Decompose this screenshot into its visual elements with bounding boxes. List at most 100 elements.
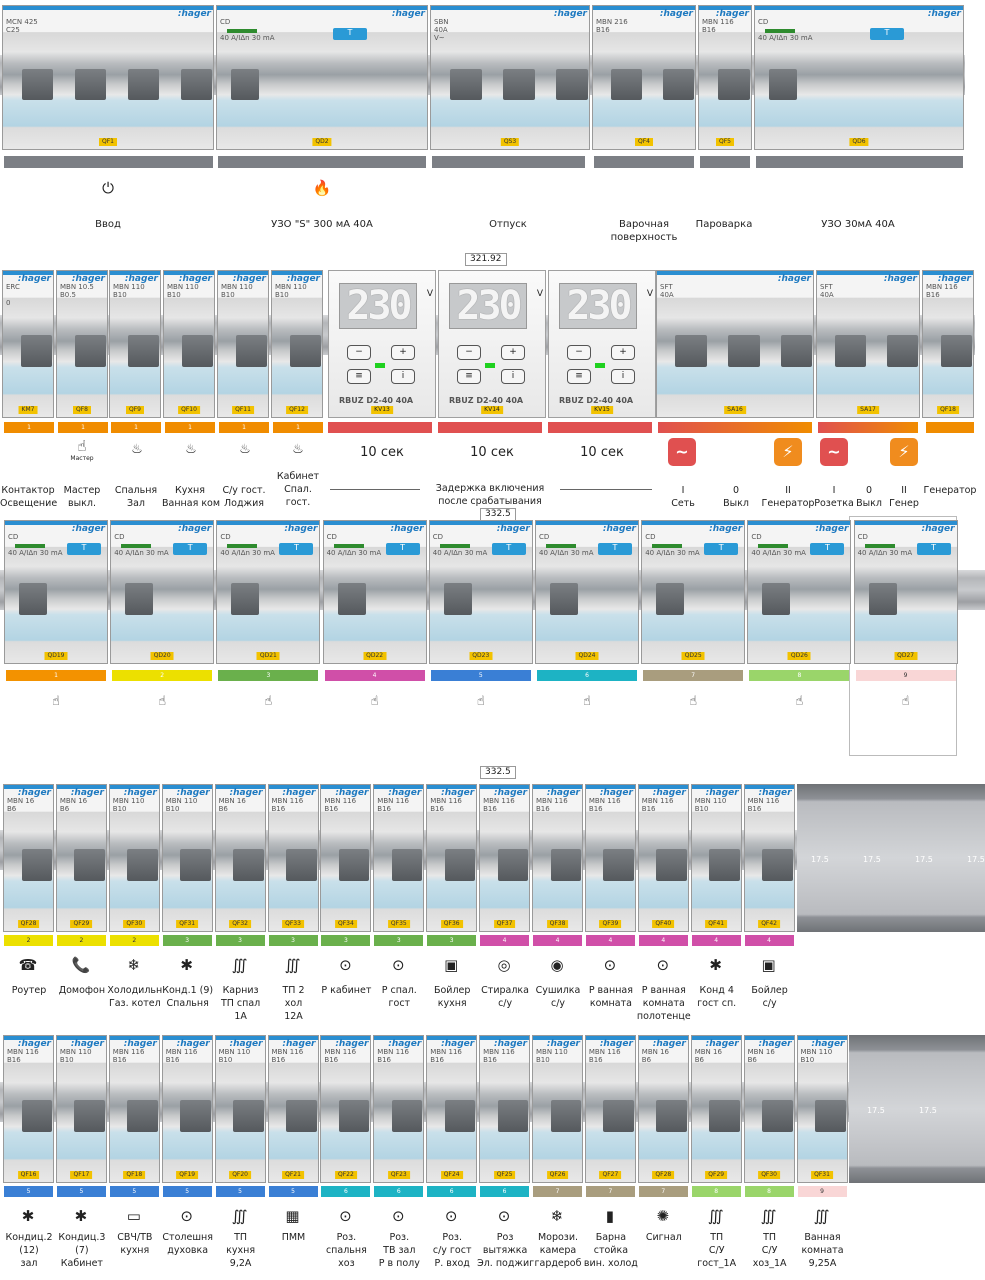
breaker[interactable]: :hager MBN 116 B16 QF23 — [373, 1035, 425, 1183]
breaker[interactable]: :hager MBN 16 B6 QF28 — [3, 784, 54, 932]
breaker-lever[interactable] — [835, 335, 867, 368]
breaker-lever[interactable] — [780, 335, 813, 368]
breaker[interactable]: :hager MBN 10.5 B0.5 QF8 — [56, 270, 108, 418]
breaker-lever[interactable] — [127, 849, 158, 882]
breaker-lever[interactable] — [233, 1100, 264, 1133]
breaker-lever[interactable] — [497, 849, 529, 882]
info-button[interactable]: i — [391, 369, 415, 384]
breaker-lever[interactable] — [769, 68, 797, 101]
breaker-lever[interactable] — [444, 849, 476, 882]
breaker[interactable]: :hager CD 40 A/IΔn 30 mA T QD24 — [535, 520, 639, 664]
breaker[interactable]: :hager MBN 116 B16 QF18 — [922, 270, 974, 418]
breaker[interactable]: :hager MBN 110 B10 QF20 — [214, 1035, 266, 1183]
zoom-readout[interactable]: 332.5 — [480, 766, 516, 779]
breaker-lever[interactable] — [675, 335, 707, 368]
plus-button[interactable]: + — [501, 345, 525, 360]
breaker[interactable]: :hager MBN 116 B16 QF40 — [637, 784, 689, 932]
breaker-lever[interactable] — [286, 849, 317, 882]
breaker-lever[interactable] — [868, 583, 897, 615]
breaker-lever[interactable] — [550, 849, 582, 882]
breaker[interactable]: :hager MBN 16 B6 QF29 — [55, 784, 107, 932]
test-button[interactable]: T — [491, 543, 526, 555]
generator-icon[interactable]: ⚡ — [774, 438, 802, 466]
breaker-lever[interactable] — [556, 68, 589, 101]
breaker-lever[interactable] — [236, 335, 268, 368]
breaker-lever[interactable] — [762, 1100, 793, 1133]
breaker-lever[interactable] — [503, 68, 535, 101]
breaker[interactable]: :hager MBN 110 B10 QF26 — [532, 1035, 583, 1183]
breaker[interactable]: :hager CD 40 A/IΔn 30 mA T QD23 — [428, 520, 533, 664]
breaker[interactable]: :hager MBN 116 B16 QF24 — [426, 1035, 478, 1183]
info-button[interactable]: i — [611, 369, 635, 384]
voltage-relay[interactable]: 230 V − + ≡ i RBUZ D2-40 40A KV13 — [328, 270, 436, 418]
menu-button[interactable]: ≡ — [347, 369, 371, 384]
breaker-lever[interactable] — [603, 849, 634, 882]
breaker[interactable]: :hager MBN 110 B10 QF9 — [109, 270, 161, 418]
info-button[interactable]: i — [501, 369, 525, 384]
breaker[interactable]: :hager CD 40 A/IΔn 30 mA T QD6 — [754, 5, 964, 150]
test-button[interactable]: T — [67, 543, 101, 555]
breaker-lever[interactable] — [231, 583, 260, 615]
zoom-readout[interactable]: 321.92 — [465, 253, 507, 266]
test-button[interactable]: T — [333, 28, 367, 40]
breaker-lever[interactable] — [337, 583, 366, 615]
breaker-lever[interactable] — [21, 849, 53, 882]
breaker-lever[interactable] — [656, 849, 687, 882]
breaker[interactable]: :hager SFT 40A SA16 — [656, 270, 814, 418]
test-button[interactable]: T — [279, 543, 314, 555]
breaker-lever[interactable] — [762, 849, 793, 882]
breaker[interactable]: :hager MBN 116 B16 QF5 — [698, 5, 752, 150]
breaker[interactable]: :hager MBN 116 B16 QF25 — [479, 1035, 531, 1183]
breaker-lever[interactable] — [21, 68, 54, 101]
breaker-lever[interactable] — [180, 68, 213, 101]
breaker[interactable]: :hager MBN 16 B6 QF28 — [637, 1035, 689, 1183]
breaker[interactable]: :hager MBN 116 B16 QF33 — [267, 784, 319, 932]
breaker[interactable]: :hager MBN 116 B16 QF35 — [373, 784, 425, 932]
breaker-lever[interactable] — [391, 1100, 423, 1133]
breaker-lever[interactable] — [941, 335, 973, 368]
breaker-lever[interactable] — [74, 849, 105, 882]
test-button[interactable]: T — [810, 543, 845, 555]
breaker-lever[interactable] — [127, 68, 160, 101]
minus-button[interactable]: − — [457, 345, 481, 360]
breaker-lever[interactable] — [74, 1100, 105, 1133]
breaker[interactable]: :hager MBN 116 B16 QF21 — [267, 1035, 319, 1183]
breaker[interactable]: :hager ERC 0 KM7 — [2, 270, 54, 418]
breaker-lever[interactable] — [286, 1100, 317, 1133]
breaker-lever[interactable] — [663, 68, 695, 101]
breaker[interactable]: :hager MBN 110 B10 QF41 — [690, 784, 742, 932]
test-button[interactable]: T — [598, 543, 632, 555]
breaker-lever[interactable] — [656, 1100, 687, 1133]
breaker-lever[interactable] — [709, 1100, 740, 1133]
breaker[interactable]: :hager MBN 116 B16 QF18 — [108, 1035, 160, 1183]
breaker[interactable]: :hager CD 40 A/IΔn 30 mA T QD21 — [216, 520, 321, 664]
breaker[interactable]: :hager MCN 425 C25 QF1 — [2, 5, 214, 150]
breaker[interactable]: :hager MBN 116 B16 QF38 — [532, 784, 583, 932]
minus-button[interactable]: − — [567, 345, 591, 360]
breaker-lever[interactable] — [497, 1100, 529, 1133]
breaker[interactable]: :hager MBN 116 B16 QF27 — [584, 1035, 636, 1183]
breaker[interactable]: :hager MBN 116 B16 QF39 — [584, 784, 636, 932]
breaker[interactable]: :hager CD 40 A/IΔn 30 mA T QD27 — [853, 520, 958, 664]
zoom-readout[interactable]: 332.5 — [480, 508, 516, 521]
breaker[interactable]: :hager MBN 110 B10 QF17 — [55, 1035, 107, 1183]
breaker-lever[interactable] — [338, 849, 370, 882]
breaker-lever[interactable] — [180, 849, 211, 882]
breaker-lever[interactable] — [709, 849, 740, 882]
test-button[interactable]: T — [385, 543, 420, 555]
breaker-lever[interactable] — [127, 1100, 158, 1133]
breaker-lever[interactable] — [728, 335, 760, 368]
breaker-lever[interactable] — [603, 1100, 634, 1133]
breaker[interactable]: :hager MBN 16 B6 QF29 — [690, 1035, 742, 1183]
breaker-lever[interactable] — [815, 1100, 846, 1133]
breaker[interactable]: :hager MBN 116 B16 QF19 — [161, 1035, 213, 1183]
test-button[interactable]: T — [704, 543, 739, 555]
breaker-lever[interactable] — [290, 335, 322, 368]
breaker[interactable]: :hager MBN 16 B6 QF30 — [743, 1035, 795, 1183]
breaker-lever[interactable] — [233, 849, 264, 882]
menu-button[interactable]: ≡ — [457, 369, 481, 384]
breaker[interactable]: :hager MBN 110 B10 QF31 — [161, 784, 213, 932]
breaker[interactable]: :hager MBN 116 B16 QF16 — [3, 1035, 54, 1183]
breaker[interactable]: :hager SFT 40A SA17 — [816, 270, 920, 418]
breaker[interactable]: :hager CD 40 A/IΔn 30 mA T QD2 — [216, 5, 428, 150]
